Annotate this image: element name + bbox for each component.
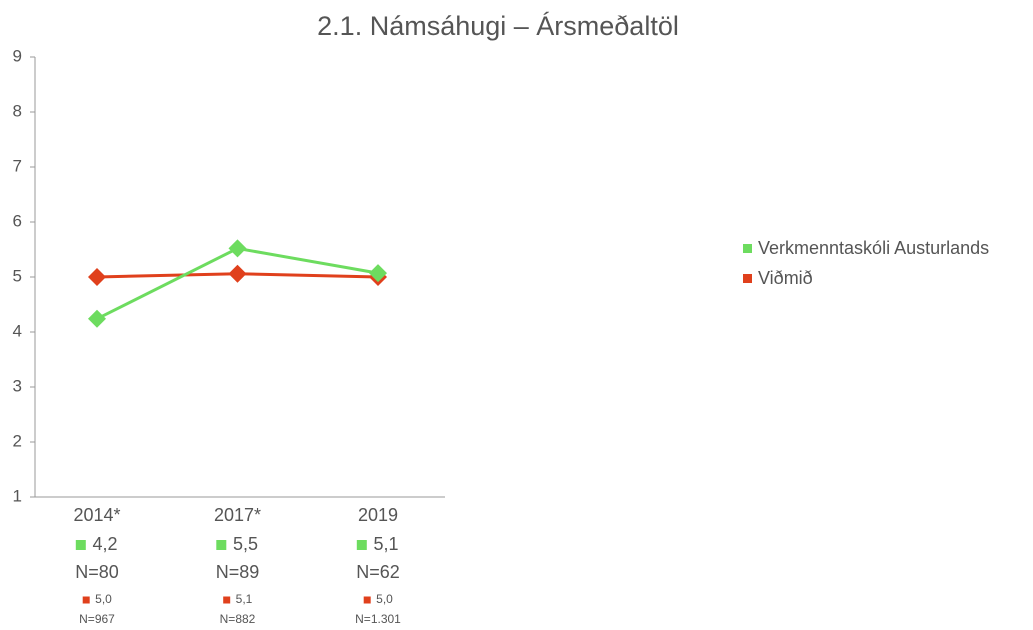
marker: [228, 264, 247, 283]
count-label: N=882: [220, 612, 256, 626]
y-tick-label: 9: [13, 46, 22, 65]
value-label: 4,2: [92, 534, 117, 554]
y-tick-label: 8: [13, 101, 22, 120]
value-label-swatch: [216, 540, 227, 550]
count-label: N=80: [75, 562, 119, 582]
legend-swatch: [743, 274, 752, 283]
value-label: 5,1: [236, 592, 253, 606]
value-label-swatch: [75, 540, 86, 550]
value-label: 5,0: [376, 592, 393, 606]
marker: [228, 239, 247, 258]
x-tick-label: 2017*: [214, 505, 261, 525]
y-tick-label: 3: [13, 376, 22, 395]
count-label: N=1.301: [355, 612, 401, 626]
y-tick-label: 2: [13, 431, 22, 450]
count-label: N=62: [356, 562, 400, 582]
legend-label: Viðmið: [758, 268, 813, 288]
legend-label: Verkmenntaskóli Austurlands: [758, 238, 989, 258]
y-tick-label: 5: [13, 266, 22, 285]
value-label-swatch: [356, 540, 367, 550]
value-label: 5,1: [373, 534, 398, 554]
value-label: 5,0: [95, 592, 112, 606]
marker: [369, 264, 387, 283]
marker: [88, 268, 106, 286]
value-label-swatch: [363, 596, 371, 604]
series-line: [96, 246, 379, 321]
legend-swatch: [743, 244, 752, 253]
y-tick-label: 4: [13, 321, 22, 340]
x-tick-label: 2019: [358, 505, 398, 525]
marker: [88, 309, 106, 328]
count-label: N=89: [216, 562, 260, 582]
y-tick-label: 6: [13, 211, 22, 230]
value-label-swatch: [82, 596, 90, 604]
value-label-swatch: [223, 596, 231, 604]
count-label: N=967: [79, 612, 115, 626]
value-label: 5,5: [233, 534, 258, 554]
x-tick-label: 2014*: [73, 505, 120, 525]
y-tick-label: 1: [13, 486, 22, 505]
chart-title: 2.1. Námsáhugi – Ársmeðaltöl: [317, 11, 679, 41]
y-tick-label: 7: [13, 156, 22, 175]
